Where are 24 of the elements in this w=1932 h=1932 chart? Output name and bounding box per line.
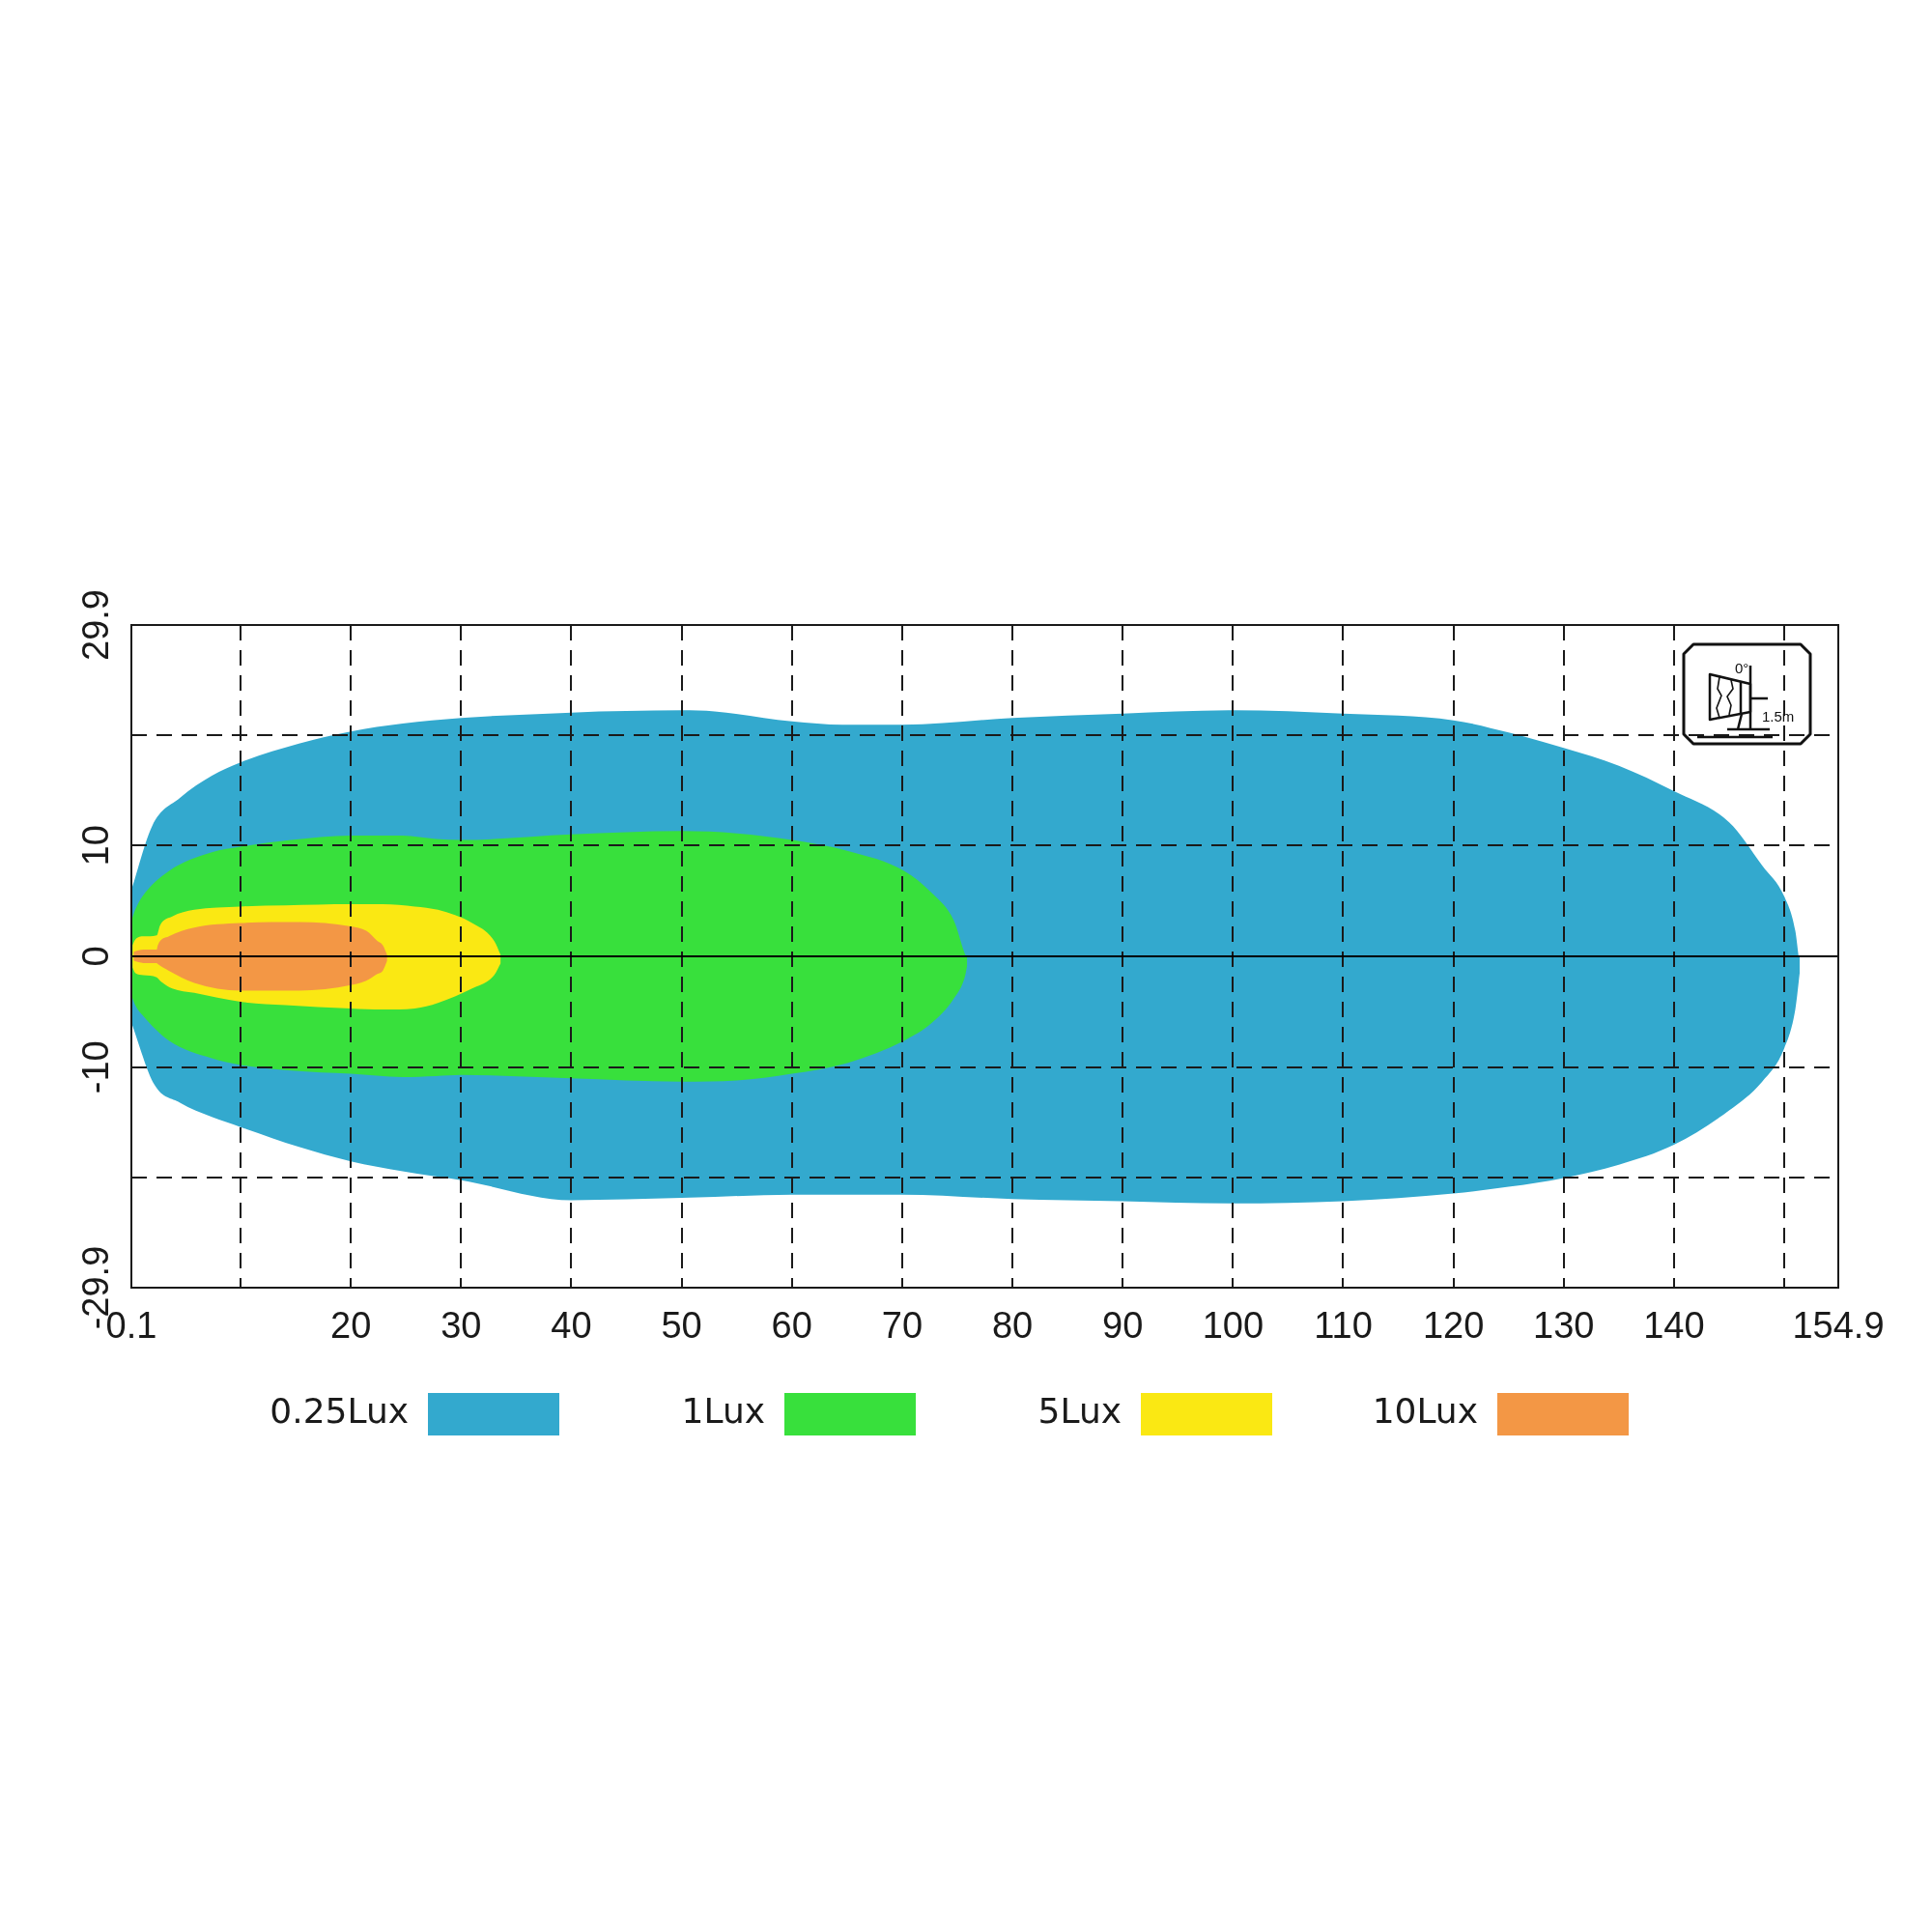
x-tick-label: 140 bbox=[1643, 1305, 1705, 1347]
x-tick-label: 110 bbox=[1314, 1305, 1373, 1347]
x-tick-label: 30 bbox=[440, 1305, 482, 1347]
x-tick-label: 120 bbox=[1422, 1305, 1485, 1347]
legend-label: 0.25Lux bbox=[270, 1391, 409, 1432]
y-tick-label: 0 bbox=[75, 946, 117, 967]
annotation: 1.5m bbox=[1762, 708, 1795, 724]
x-tick-label: 154.9 bbox=[1792, 1305, 1885, 1347]
y-tick-label: 29.9 bbox=[75, 589, 117, 661]
x-tick-label: 50 bbox=[661, 1305, 702, 1347]
legend-label: 5Lux bbox=[1037, 1391, 1122, 1432]
legend-label: 1Lux bbox=[681, 1391, 765, 1432]
y-tick-label: 10 bbox=[75, 825, 117, 867]
x-tick-label: 70 bbox=[881, 1305, 923, 1347]
x-tick-label: 130 bbox=[1533, 1305, 1595, 1347]
x-tick-label: 60 bbox=[771, 1305, 812, 1347]
x-tick-label: 100 bbox=[1202, 1305, 1264, 1347]
x-tick-label: 20 bbox=[330, 1305, 372, 1347]
legend-label: 10Lux bbox=[1372, 1391, 1478, 1432]
x-tick-label: 80 bbox=[991, 1305, 1034, 1347]
x-tick-label: 40 bbox=[551, 1305, 592, 1347]
y-tick-label: -10 bbox=[75, 1040, 117, 1094]
x-tick-label: 90 bbox=[1102, 1305, 1144, 1347]
annotation: 0° bbox=[1735, 660, 1749, 676]
